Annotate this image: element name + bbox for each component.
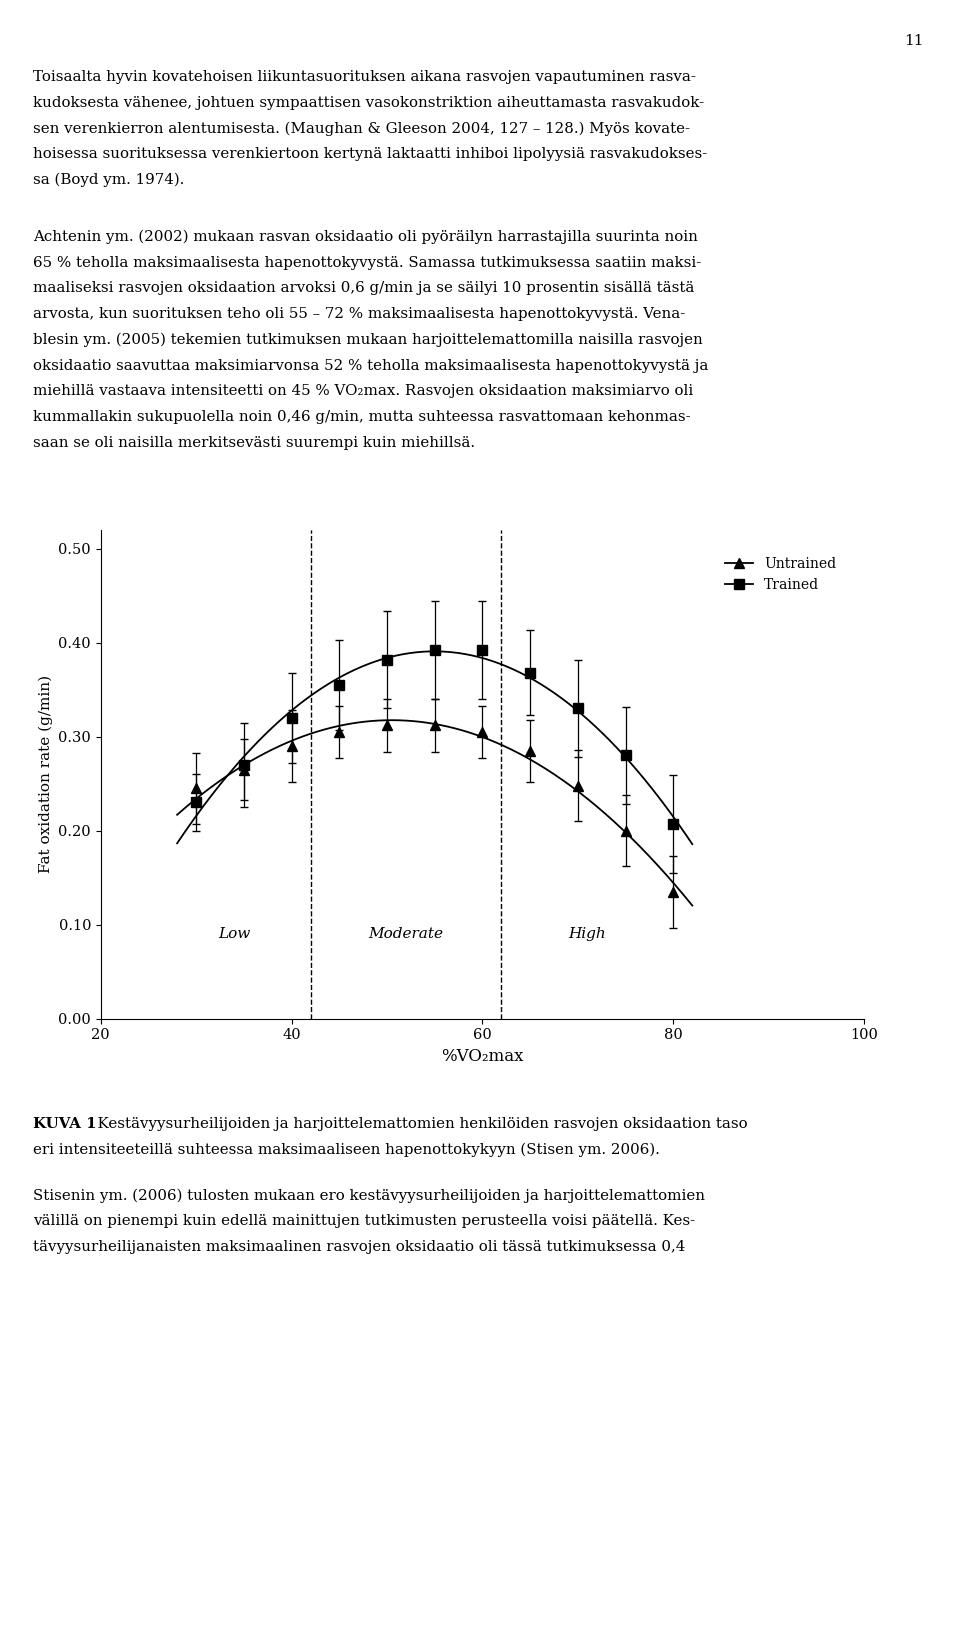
Text: tävyysurheilijanaisten maksimaalinen rasvojen oksidaatio oli tässä tutkimuksessa: tävyysurheilijanaisten maksimaalinen ras… [33,1240,685,1253]
Text: Stisenin ym. (2006) tulosten mukaan ero kestävyysurheilijoiden ja harjoittelemat: Stisenin ym. (2006) tulosten mukaan ero … [33,1188,705,1203]
Text: miehillä vastaava intensiteetti on 45 % VO₂max. Rasvojen oksidaation maksimiarvo: miehillä vastaava intensiteetti on 45 % … [33,385,693,398]
Text: 11: 11 [904,34,924,49]
Text: blesin ym. (2005) tekemien tutkimuksen mukaan harjoittelemattomilla naisilla ras: blesin ym. (2005) tekemien tutkimuksen m… [33,333,703,347]
X-axis label: %VO₂max: %VO₂max [442,1048,523,1064]
Text: sa (Boyd ym. 1974).: sa (Boyd ym. 1974). [33,173,184,187]
Text: Achtenin ym. (2002) mukaan rasvan oksidaatio oli pyöräilyn harrastajilla suurint: Achtenin ym. (2002) mukaan rasvan oksida… [33,230,698,244]
Text: KUVA 1: KUVA 1 [33,1117,96,1131]
Text: High: High [568,927,606,941]
Text: välillä on pienempi kuin edellä mainittujen tutkimusten perusteella voisi päätel: välillä on pienempi kuin edellä mainittu… [33,1214,695,1229]
Text: saan se oli naisilla merkitsevästi suurempi kuin miehillsä.: saan se oli naisilla merkitsevästi suure… [33,435,475,450]
Text: arvosta, kun suorituksen teho oli 55 – 72 % maksimaalisesta hapenottokyvystä. Ve: arvosta, kun suorituksen teho oli 55 – 7… [33,306,684,321]
Text: oksidaatio saavuttaa maksimiarvonsa 52 % teholla maksimaalisesta hapenottokyvyst: oksidaatio saavuttaa maksimiarvonsa 52 %… [33,359,708,373]
Text: sen verenkierron alentumisesta. (Maughan & Gleeson 2004, 127 – 128.) Myös kovate: sen verenkierron alentumisesta. (Maughan… [33,122,689,135]
Legend: Untrained, Trained: Untrained, Trained [720,551,842,598]
Text: Moderate: Moderate [369,927,444,941]
Text: maaliseksi rasvojen oksidaation arvoksi 0,6 g/min ja se säilyi 10 prosentin sisä: maaliseksi rasvojen oksidaation arvoksi … [33,282,694,295]
Text: 65 % teholla maksimaalisesta hapenottokyvystä. Samassa tutkimuksessa saatiin mak: 65 % teholla maksimaalisesta hapenottoky… [33,256,701,269]
Text: Low: Low [218,927,251,941]
Text: . Kestävyysurheilijoiden ja harjoittelemattomien henkilöiden rasvojen oksidaatio: . Kestävyysurheilijoiden ja harjoittelem… [88,1117,748,1131]
Text: kudoksesta vähenee, johtuen sympaattisen vasokonstriktion aiheuttamasta rasvakud: kudoksesta vähenee, johtuen sympaattisen… [33,96,704,109]
Text: kummallakin sukupuolella noin 0,46 g/min, mutta suhteessa rasvattomaan kehonmas-: kummallakin sukupuolella noin 0,46 g/min… [33,411,690,424]
Text: Toisaalta hyvin kovatehoisen liikuntasuorituksen aikana rasvojen vapautuminen ra: Toisaalta hyvin kovatehoisen liikuntasuo… [33,70,695,85]
Text: eri intensiteeteillä suhteessa maksimaaliseen hapenottokykyyn (Stisen ym. 2006).: eri intensiteeteillä suhteessa maksimaal… [33,1143,660,1157]
Text: hoisessa suorituksessa verenkiertoon kertynä laktaatti inhiboi lipolyysiä rasvak: hoisessa suorituksessa verenkiertoon ker… [33,147,707,161]
Y-axis label: Fat oxidation rate (g/min): Fat oxidation rate (g/min) [38,675,53,874]
